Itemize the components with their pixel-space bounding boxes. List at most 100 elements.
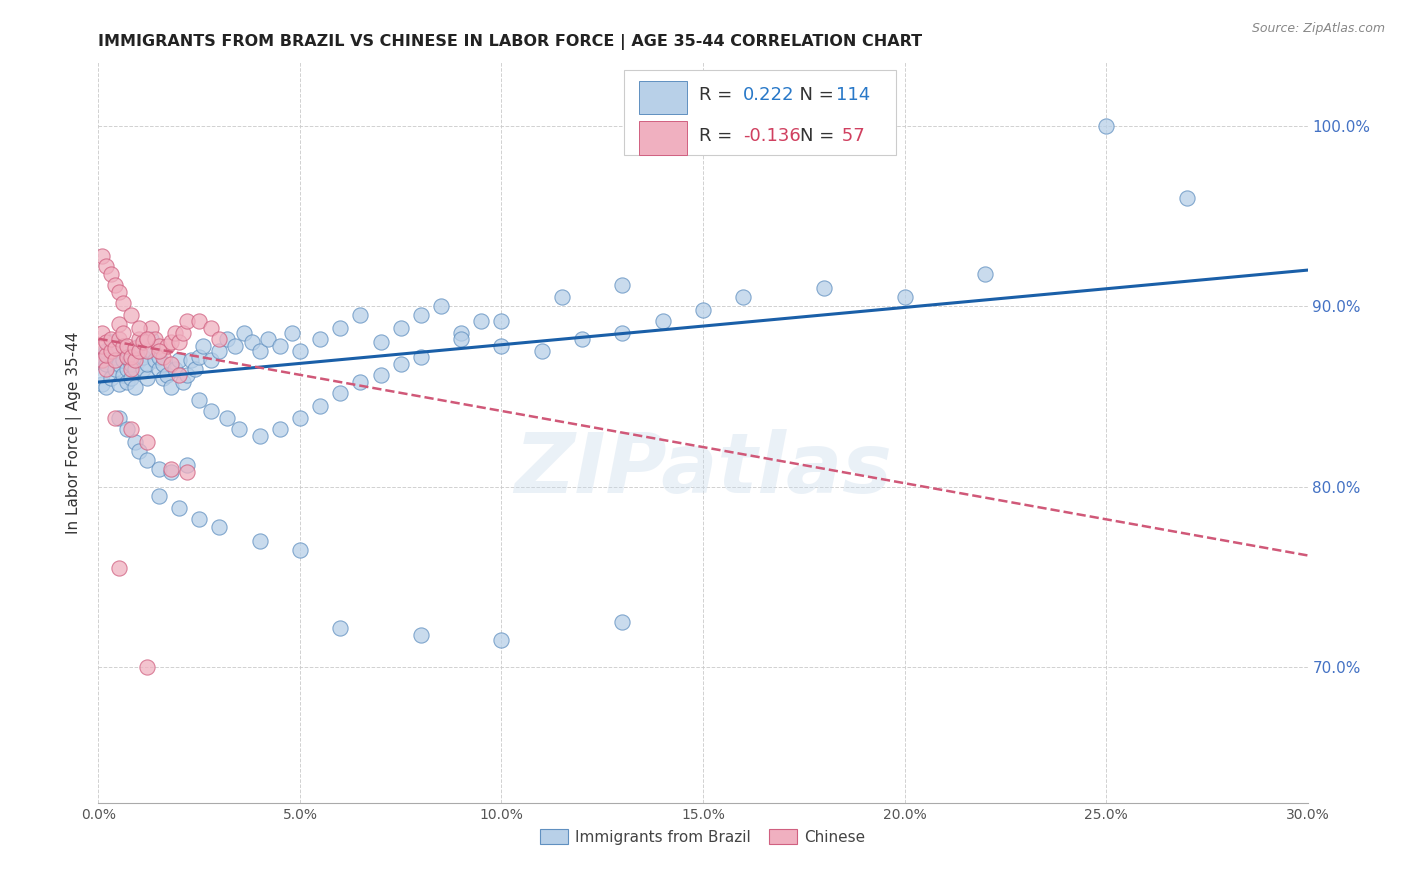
Point xyxy=(115,339,138,353)
Point xyxy=(128,344,150,359)
Point xyxy=(103,339,125,353)
Point xyxy=(288,344,311,359)
Point xyxy=(139,344,162,359)
Point xyxy=(135,332,157,346)
Point xyxy=(107,561,129,575)
Point xyxy=(111,368,134,382)
Point xyxy=(111,339,134,353)
Point xyxy=(132,335,155,350)
Point xyxy=(115,362,138,376)
Point xyxy=(152,350,174,364)
Point xyxy=(163,326,186,341)
Text: Source: ZipAtlas.com: Source: ZipAtlas.com xyxy=(1251,22,1385,36)
Point xyxy=(103,411,125,425)
FancyBboxPatch shape xyxy=(624,70,897,155)
Point xyxy=(733,290,755,304)
Text: -0.136: -0.136 xyxy=(742,128,800,145)
Point xyxy=(188,512,211,526)
Point xyxy=(100,348,122,362)
Point xyxy=(430,299,453,313)
Point xyxy=(249,533,271,548)
Point xyxy=(91,353,114,368)
Point xyxy=(107,343,129,357)
Point xyxy=(96,380,118,394)
Point xyxy=(91,326,114,341)
Point xyxy=(651,313,673,327)
Point xyxy=(167,335,190,350)
Point xyxy=(228,422,250,436)
Point xyxy=(249,429,271,443)
Point xyxy=(269,422,291,436)
Point xyxy=(163,362,186,376)
Point xyxy=(128,353,150,368)
Point xyxy=(1175,191,1198,205)
Point xyxy=(111,295,134,310)
Point xyxy=(148,344,170,359)
FancyBboxPatch shape xyxy=(638,121,688,155)
Point xyxy=(409,350,432,364)
Text: R =: R = xyxy=(699,87,738,104)
Point xyxy=(612,277,634,292)
Point xyxy=(188,313,211,327)
Point xyxy=(120,308,142,322)
Point xyxy=(115,375,138,389)
Point xyxy=(100,371,122,385)
Point xyxy=(281,326,304,341)
Text: ZIPatlas: ZIPatlas xyxy=(515,429,891,510)
Point xyxy=(152,357,174,371)
Point xyxy=(120,362,142,376)
Point xyxy=(200,404,222,418)
Point xyxy=(135,332,157,346)
Point xyxy=(120,371,142,385)
Text: N =: N = xyxy=(787,87,839,104)
Point xyxy=(96,357,118,371)
Point xyxy=(91,339,114,353)
Point xyxy=(124,362,146,376)
Point xyxy=(91,368,114,382)
Point xyxy=(148,489,170,503)
Point xyxy=(100,332,122,346)
Text: 57: 57 xyxy=(837,128,865,145)
Point xyxy=(100,335,122,350)
Point xyxy=(128,332,150,346)
Point xyxy=(143,353,166,368)
Point xyxy=(128,321,150,335)
Point xyxy=(167,353,190,368)
Point xyxy=(224,339,246,353)
Point xyxy=(571,332,593,346)
Point xyxy=(135,452,157,467)
Point xyxy=(288,543,311,558)
Point xyxy=(100,267,122,281)
Point xyxy=(217,332,239,346)
Point xyxy=(107,357,129,371)
Point xyxy=(409,628,432,642)
Point xyxy=(349,308,371,322)
Point xyxy=(389,357,412,371)
Point xyxy=(120,357,142,371)
Point xyxy=(160,461,183,475)
Point xyxy=(103,353,125,368)
Point xyxy=(176,466,198,480)
Point xyxy=(491,633,513,648)
Point xyxy=(135,357,157,371)
Point xyxy=(180,353,202,368)
Point xyxy=(128,443,150,458)
Point xyxy=(91,376,114,391)
Point xyxy=(491,339,513,353)
Point xyxy=(152,371,174,385)
Point xyxy=(193,339,215,353)
Point xyxy=(256,332,278,346)
Point xyxy=(288,411,311,425)
Point xyxy=(470,313,492,327)
Point xyxy=(232,326,254,341)
Y-axis label: In Labor Force | Age 35-44: In Labor Force | Age 35-44 xyxy=(66,332,83,533)
Point xyxy=(172,326,194,341)
Point xyxy=(111,353,134,368)
Point xyxy=(115,422,138,436)
Point xyxy=(156,368,179,382)
Point xyxy=(612,326,634,341)
Point xyxy=(160,335,183,350)
Point xyxy=(107,411,129,425)
Point xyxy=(103,277,125,292)
Point xyxy=(107,285,129,299)
